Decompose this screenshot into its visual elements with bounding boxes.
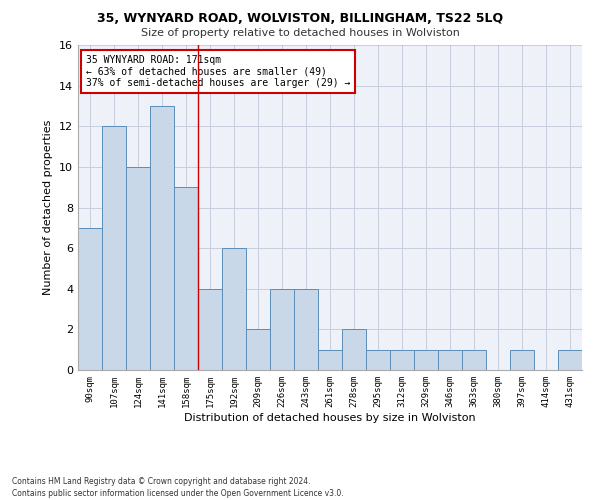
Bar bbox=[294, 289, 318, 370]
Bar bbox=[102, 126, 126, 370]
Bar bbox=[174, 187, 198, 370]
Bar bbox=[462, 350, 486, 370]
Bar bbox=[222, 248, 246, 370]
Bar bbox=[414, 350, 438, 370]
Bar bbox=[318, 350, 342, 370]
Bar bbox=[342, 330, 366, 370]
Bar bbox=[390, 350, 414, 370]
Text: 35, WYNYARD ROAD, WOLVISTON, BILLINGHAM, TS22 5LQ: 35, WYNYARD ROAD, WOLVISTON, BILLINGHAM,… bbox=[97, 12, 503, 26]
Bar bbox=[438, 350, 462, 370]
Bar bbox=[78, 228, 102, 370]
Bar bbox=[270, 289, 294, 370]
Bar bbox=[558, 350, 582, 370]
Text: Contains HM Land Registry data © Crown copyright and database right 2024.
Contai: Contains HM Land Registry data © Crown c… bbox=[12, 476, 344, 498]
Bar bbox=[198, 289, 222, 370]
Bar bbox=[246, 330, 270, 370]
Bar bbox=[366, 350, 390, 370]
Text: Size of property relative to detached houses in Wolviston: Size of property relative to detached ho… bbox=[140, 28, 460, 38]
Y-axis label: Number of detached properties: Number of detached properties bbox=[43, 120, 53, 295]
Bar bbox=[150, 106, 174, 370]
Text: 35 WYNYARD ROAD: 171sqm
← 63% of detached houses are smaller (49)
37% of semi-de: 35 WYNYARD ROAD: 171sqm ← 63% of detache… bbox=[86, 54, 350, 88]
Bar bbox=[126, 167, 150, 370]
X-axis label: Distribution of detached houses by size in Wolviston: Distribution of detached houses by size … bbox=[184, 412, 476, 422]
Bar bbox=[510, 350, 534, 370]
